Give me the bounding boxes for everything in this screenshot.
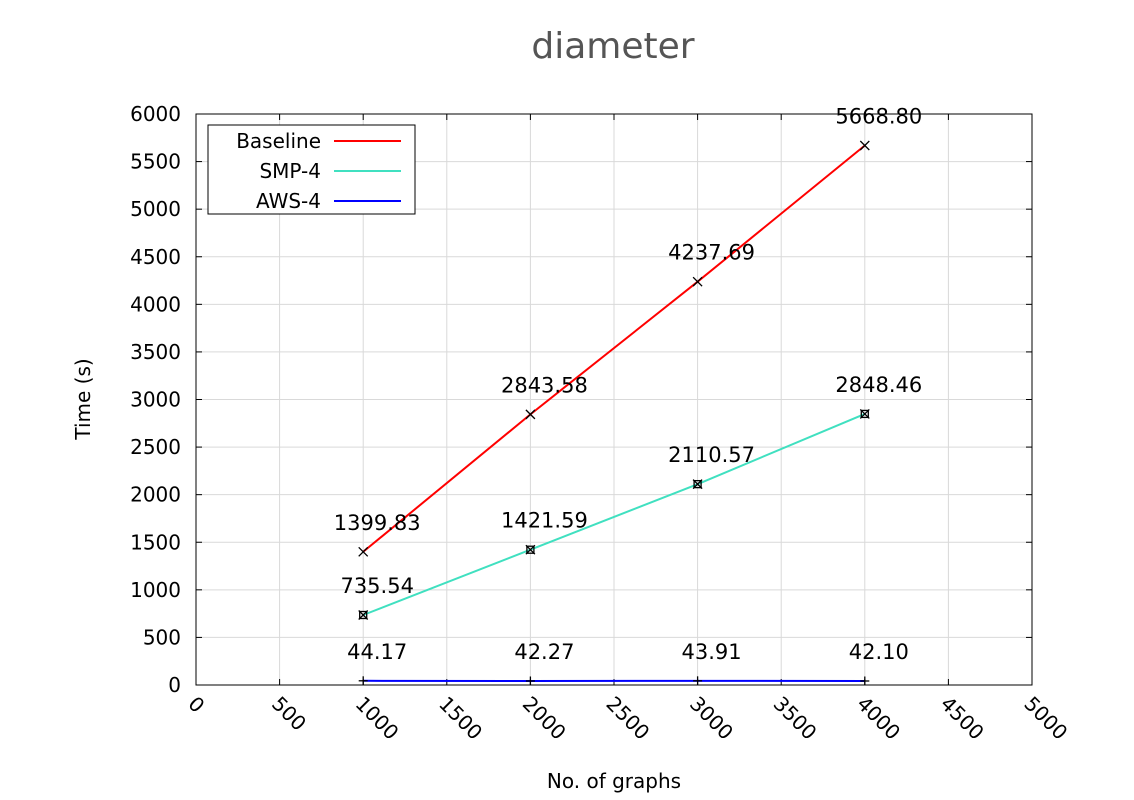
data-point-marker [525, 676, 535, 686]
y-tick-label: 1500 [130, 530, 181, 554]
data-point-marker [525, 544, 536, 555]
x-tick-label: 3500 [769, 692, 822, 745]
series-group [358, 140, 870, 686]
data-label: 43.91 [682, 640, 742, 664]
x-tick-label: 4000 [852, 692, 905, 745]
y-tick-label: 3000 [130, 388, 181, 412]
data-labels: 1399.83 2843.58 4237.69 5668.80 735.54 1421.5… [334, 105, 922, 664]
x-tick-label: 2500 [601, 692, 654, 745]
legend-label: Baseline [236, 129, 321, 153]
data-point-marker [525, 409, 536, 420]
data-point-marker [358, 546, 369, 557]
x-tick-label: 3000 [685, 692, 738, 745]
data-label: 2843.58 [501, 373, 588, 397]
series-line-baseline [362, 144, 866, 553]
series-line-smp-4 [362, 412, 866, 616]
x-tick-label: 1000 [351, 692, 404, 745]
legend-box [207, 124, 416, 215]
data-point-marker [859, 408, 870, 419]
data-label: 42.27 [514, 640, 574, 664]
data-label: 2848.46 [835, 373, 922, 397]
x-tick-label: 5000 [1019, 692, 1072, 745]
data-point-marker [692, 479, 703, 490]
y-tick-label: 2000 [130, 483, 181, 507]
x-tick-label: 500 [267, 692, 311, 736]
data-label: 42.10 [849, 640, 909, 664]
y-tick-label: 2500 [130, 435, 181, 459]
data-label: 2110.57 [668, 443, 755, 467]
data-label: 1421.59 [501, 509, 588, 533]
data-point-marker [693, 676, 703, 686]
data-point-marker [692, 276, 703, 287]
data-label: 44.17 [347, 640, 407, 664]
data-label: 735.54 [340, 574, 413, 598]
y-tick-label: 1000 [130, 578, 181, 602]
x-tick-label: 0 [183, 692, 209, 718]
y-tick-label: 4500 [130, 245, 181, 269]
y-tick-label: 500 [143, 625, 181, 649]
x-tick-label: 4500 [936, 692, 989, 745]
grid-lines [196, 114, 1032, 685]
x-tick-label: 1500 [434, 692, 487, 745]
y-axis-label: Time (s) [71, 358, 95, 440]
y-tick-label: 0 [168, 673, 181, 697]
y-tick-label: 4000 [130, 292, 181, 316]
data-label: 4237.69 [668, 241, 755, 265]
data-label: 1399.83 [334, 511, 421, 535]
y-tick-label: 3500 [130, 340, 181, 364]
x-axis-label: No. of graphs [547, 769, 681, 793]
x-tick-label: 2000 [518, 692, 571, 745]
y-tick-label: 6000 [130, 102, 181, 126]
legend-label: AWS-4 [256, 189, 321, 213]
data-point-marker [358, 676, 368, 686]
data-point-marker [860, 676, 870, 686]
legend: Baseline SMP-4 AWS-4 [207, 124, 416, 215]
data-label: 5668.80 [835, 105, 922, 129]
y-tick-label: 5500 [130, 150, 181, 174]
data-point-marker [358, 610, 369, 620]
chart-title: diameter [531, 26, 694, 67]
data-point-marker [859, 140, 870, 151]
y-tick-label: 5000 [130, 197, 181, 221]
legend-label: SMP-4 [259, 159, 321, 183]
